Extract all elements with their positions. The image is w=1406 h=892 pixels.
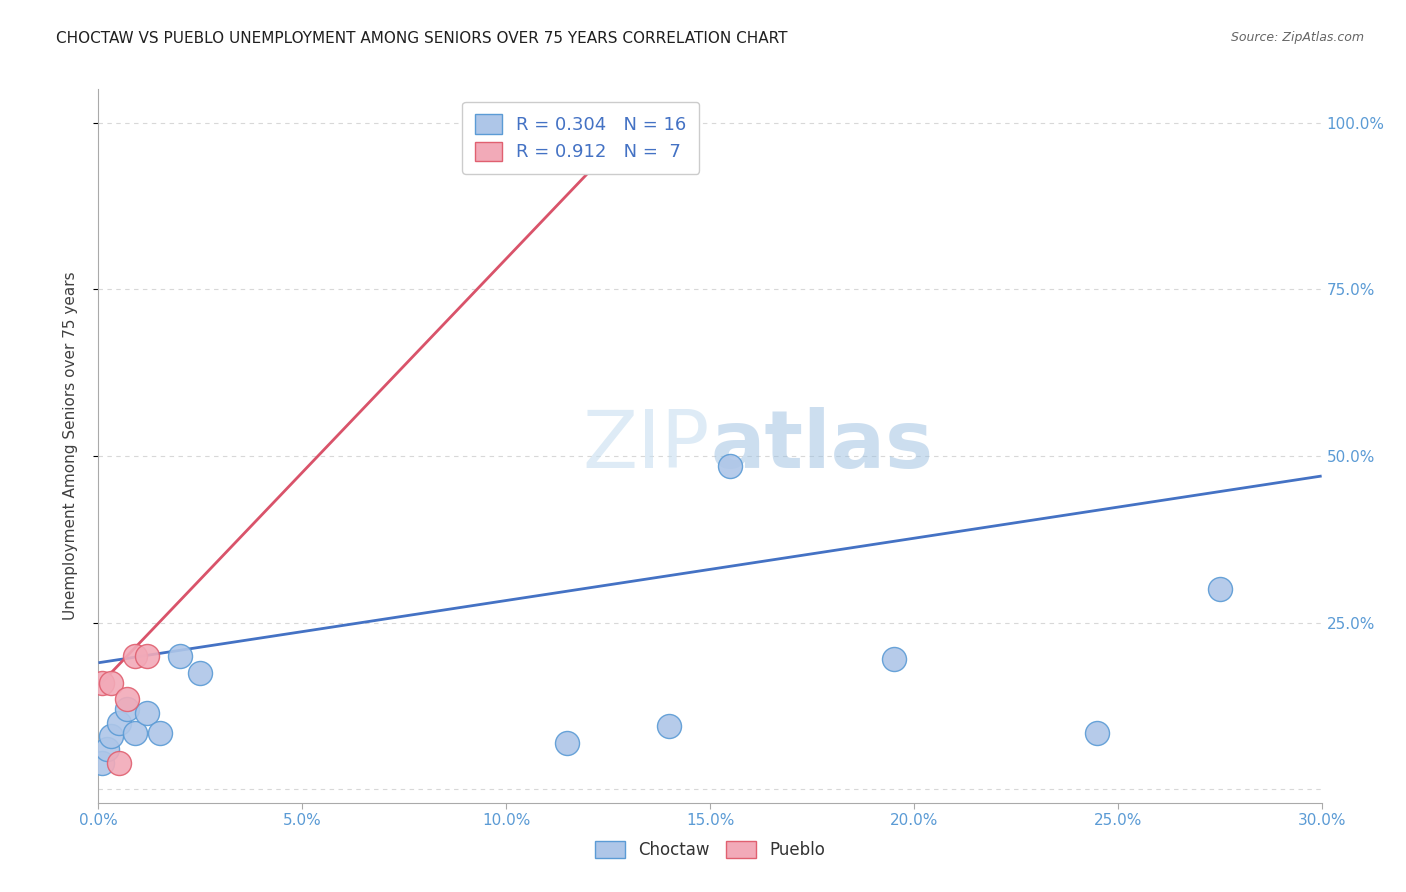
- Point: [658, 719, 681, 733]
- Point: [136, 706, 159, 720]
- Point: [720, 458, 742, 473]
- Point: [557, 736, 579, 750]
- Text: Source: ZipAtlas.com: Source: ZipAtlas.com: [1230, 31, 1364, 45]
- Point: [638, 115, 661, 129]
- Point: [124, 725, 146, 739]
- Point: [1085, 725, 1108, 739]
- Point: [108, 715, 131, 730]
- Point: [115, 702, 138, 716]
- Point: [96, 742, 118, 756]
- Point: [1209, 582, 1232, 597]
- Point: [169, 649, 191, 664]
- Legend: Choctaw, Pueblo: Choctaw, Pueblo: [588, 834, 832, 866]
- Point: [100, 729, 122, 743]
- Point: [115, 692, 138, 706]
- Point: [883, 652, 905, 666]
- Text: ZIP: ZIP: [582, 407, 710, 485]
- Point: [124, 649, 146, 664]
- Point: [188, 665, 212, 680]
- Text: atlas: atlas: [710, 407, 934, 485]
- Point: [91, 675, 114, 690]
- Point: [100, 675, 122, 690]
- Point: [108, 756, 131, 770]
- Point: [91, 756, 114, 770]
- Point: [136, 649, 159, 664]
- Point: [149, 725, 172, 739]
- Y-axis label: Unemployment Among Seniors over 75 years: Unemployment Among Seniors over 75 years: [63, 272, 77, 620]
- Text: CHOCTAW VS PUEBLO UNEMPLOYMENT AMONG SENIORS OVER 75 YEARS CORRELATION CHART: CHOCTAW VS PUEBLO UNEMPLOYMENT AMONG SEN…: [56, 31, 787, 46]
